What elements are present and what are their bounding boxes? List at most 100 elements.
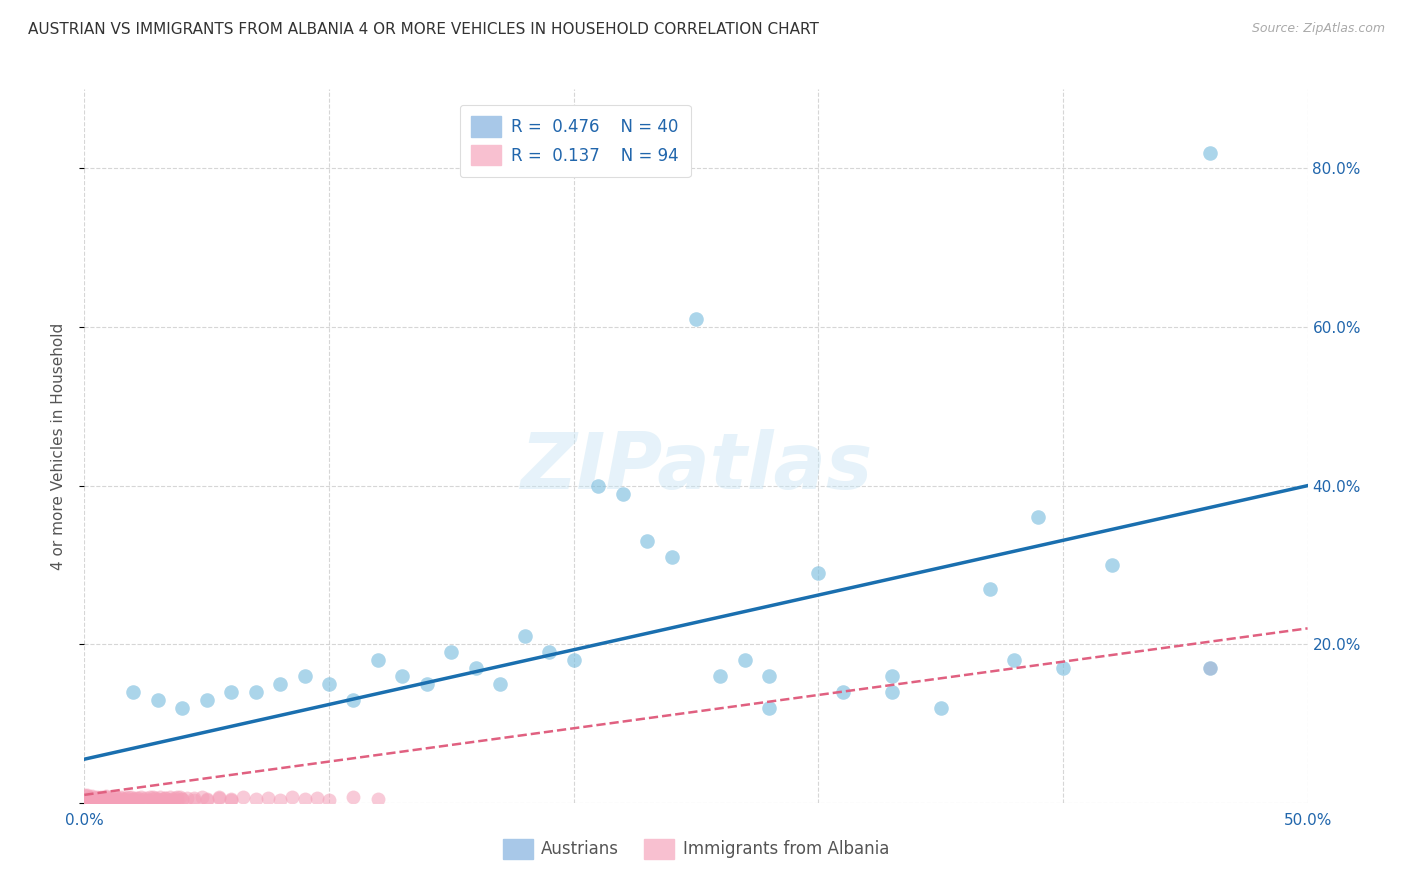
Point <box>318 792 340 806</box>
Point <box>87 792 110 806</box>
Point <box>513 629 536 643</box>
Point <box>1028 510 1050 524</box>
Point <box>342 790 364 805</box>
Point <box>269 677 291 691</box>
Point <box>208 791 231 805</box>
Point <box>367 792 389 806</box>
Point <box>93 792 115 806</box>
Point <box>172 792 194 806</box>
Point <box>149 790 172 805</box>
Point <box>979 582 1001 596</box>
Point <box>132 792 155 806</box>
Point <box>76 789 98 804</box>
Text: AUSTRIAN VS IMMIGRANTS FROM ALBANIA 4 OR MORE VEHICLES IN HOUSEHOLD CORRELATION : AUSTRIAN VS IMMIGRANTS FROM ALBANIA 4 OR… <box>28 22 818 37</box>
Point <box>166 790 188 805</box>
Point <box>342 692 364 706</box>
Point <box>110 790 132 805</box>
Point <box>83 793 105 807</box>
Point <box>86 791 108 805</box>
Text: Source: ZipAtlas.com: Source: ZipAtlas.com <box>1251 22 1385 36</box>
Point <box>208 790 231 805</box>
Point <box>146 692 169 706</box>
Point <box>636 534 658 549</box>
Point <box>831 685 853 699</box>
Point <box>112 792 135 806</box>
Point <box>77 793 100 807</box>
Point <box>257 791 280 805</box>
Legend: Austrians, Immigrants from Albania: Austrians, Immigrants from Albania <box>496 832 896 866</box>
Point <box>86 790 108 805</box>
Point <box>1101 558 1123 572</box>
Point <box>183 791 205 805</box>
Point <box>73 788 96 802</box>
Point <box>129 790 152 805</box>
Point <box>195 692 218 706</box>
Point <box>153 791 176 805</box>
Point <box>219 792 242 806</box>
Point <box>112 792 135 806</box>
Point <box>318 677 340 691</box>
Point <box>122 792 145 806</box>
Point <box>416 677 439 691</box>
Point <box>758 700 780 714</box>
Point <box>880 669 903 683</box>
Point <box>685 312 707 326</box>
Point <box>93 792 115 806</box>
Point <box>146 792 169 806</box>
Point <box>143 791 166 805</box>
Y-axis label: 4 or more Vehicles in Household: 4 or more Vehicles in Household <box>51 322 66 570</box>
Point <box>159 790 181 805</box>
Point <box>163 791 186 805</box>
Point <box>153 791 176 805</box>
Point <box>73 796 96 810</box>
Point <box>1198 661 1220 675</box>
Point <box>1052 661 1074 675</box>
Point <box>172 792 194 806</box>
Point <box>176 791 198 805</box>
Point <box>661 549 683 564</box>
Point <box>191 790 214 805</box>
Point <box>86 792 108 806</box>
Point <box>90 790 112 805</box>
Point <box>162 792 184 806</box>
Point <box>122 792 145 806</box>
Point <box>139 790 162 805</box>
Point <box>880 685 903 699</box>
Point <box>183 792 205 806</box>
Point <box>219 792 242 806</box>
Point <box>117 792 139 806</box>
Point <box>391 669 413 683</box>
Point <box>136 792 159 806</box>
Point <box>80 790 103 805</box>
Point <box>105 790 128 805</box>
Point <box>73 796 96 810</box>
Point <box>76 788 98 802</box>
Point <box>100 790 122 805</box>
Point <box>107 792 129 806</box>
Point <box>152 792 174 806</box>
Point <box>146 792 169 806</box>
Point <box>142 792 165 806</box>
Point <box>103 792 125 806</box>
Point <box>87 792 110 806</box>
Point <box>734 653 756 667</box>
Point <box>115 791 138 805</box>
Point <box>96 789 118 804</box>
Point <box>90 791 112 805</box>
Point <box>80 792 103 806</box>
Point <box>305 791 328 805</box>
Point <box>245 792 267 806</box>
Point <box>169 790 191 805</box>
Point <box>464 661 486 675</box>
Point <box>1198 145 1220 160</box>
Point <box>709 669 731 683</box>
Point <box>489 677 512 691</box>
Point <box>758 669 780 683</box>
Point <box>110 791 132 805</box>
Point <box>77 791 100 805</box>
Point <box>807 566 830 580</box>
Point <box>367 653 389 667</box>
Point <box>83 792 105 806</box>
Point <box>142 790 165 805</box>
Point <box>166 792 188 806</box>
